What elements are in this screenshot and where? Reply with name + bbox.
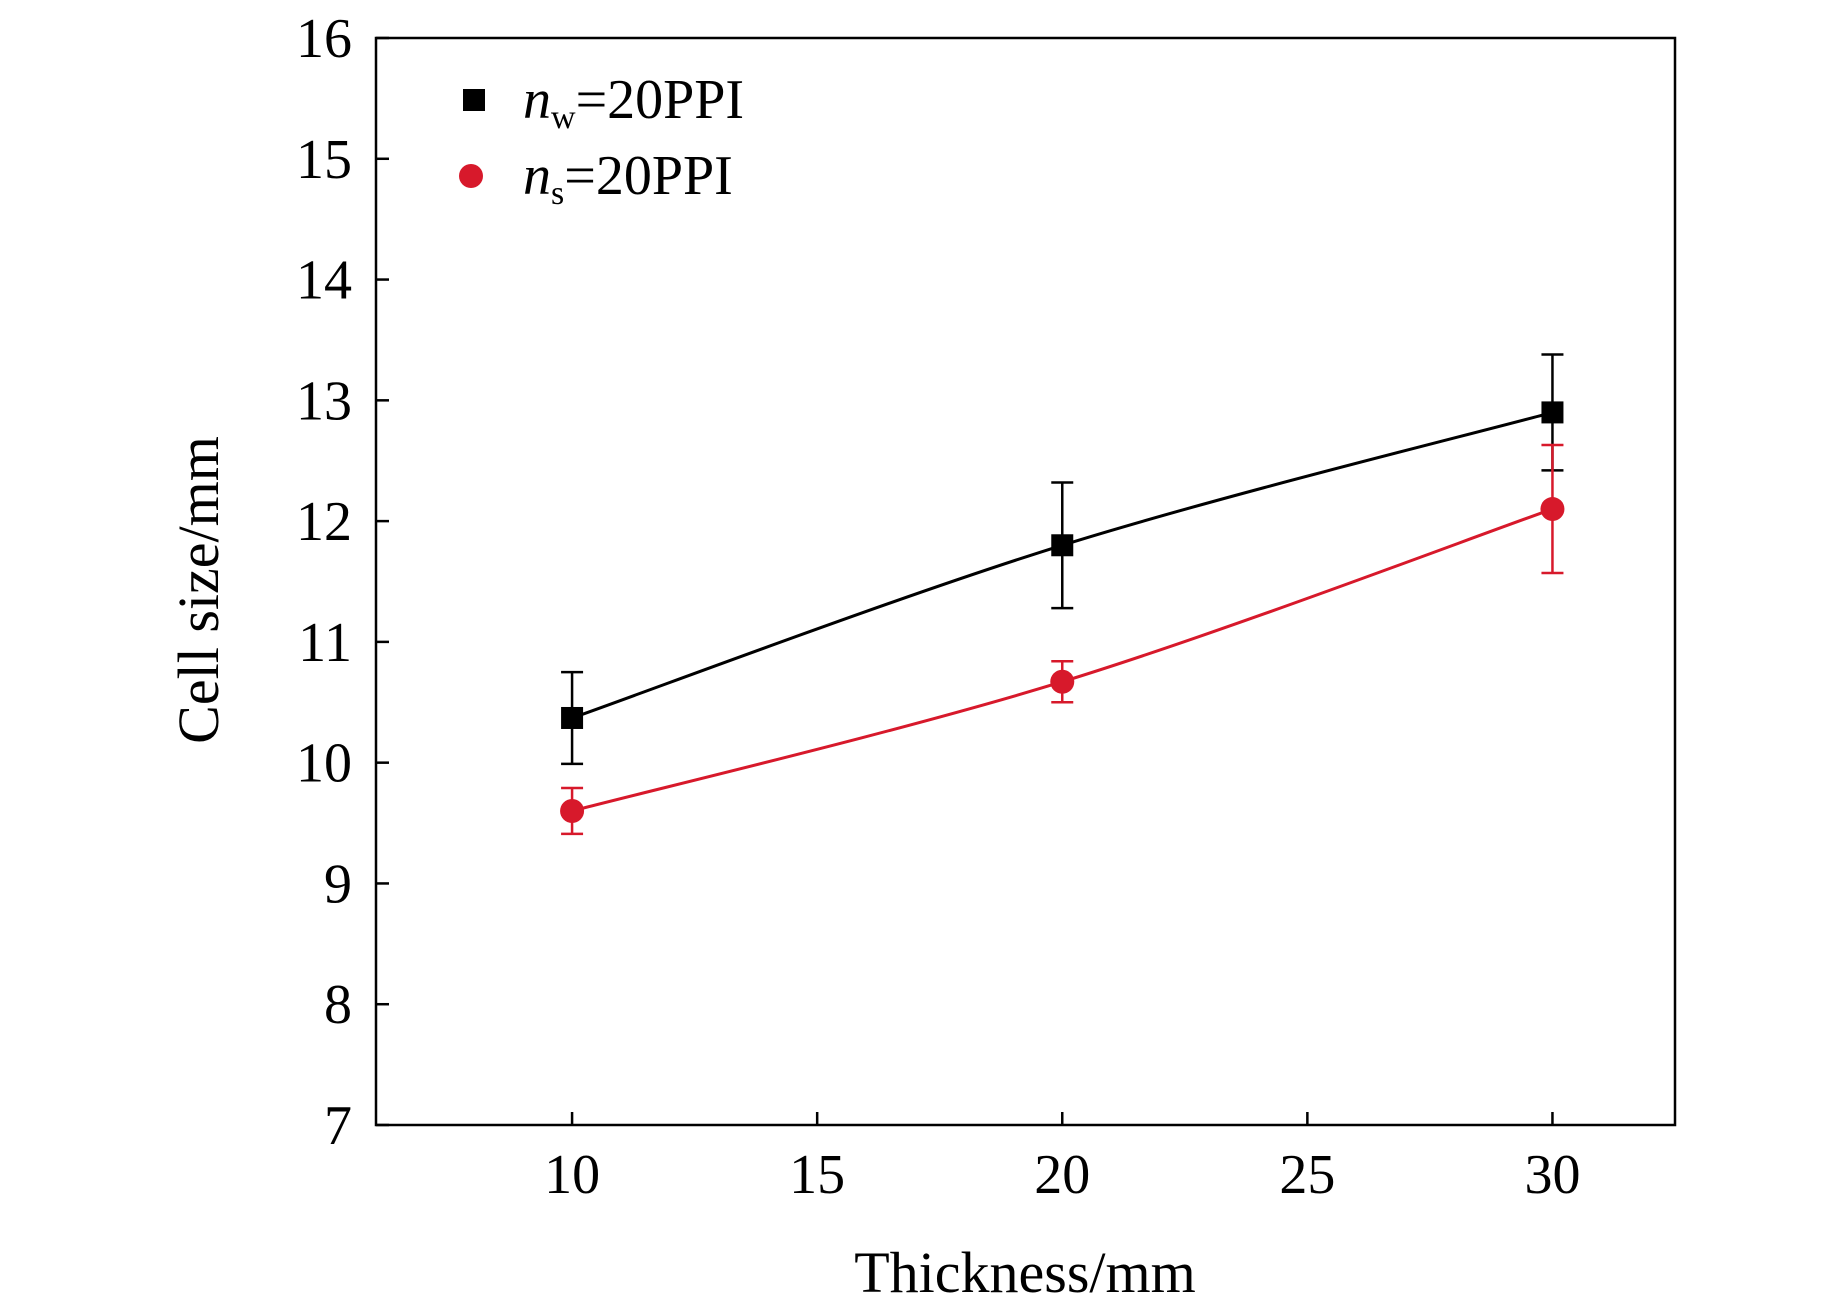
legend-marker — [463, 89, 485, 111]
x-tick-label: 30 — [1524, 1144, 1580, 1206]
x-axis-label: Thickness/mm — [854, 1240, 1196, 1305]
y-tick-label: 10 — [296, 733, 352, 795]
marker — [561, 706, 584, 729]
y-tick-label: 16 — [296, 8, 352, 70]
x-tick-label: 15 — [789, 1144, 845, 1206]
x-tick-label: 10 — [544, 1144, 600, 1206]
y-tick-label: 8 — [324, 974, 352, 1036]
y-tick-label: 15 — [296, 129, 352, 191]
marker — [1050, 669, 1075, 694]
marker — [560, 798, 585, 823]
y-tick-label: 9 — [324, 853, 352, 915]
marker — [1541, 401, 1564, 424]
legend-marker — [459, 164, 483, 188]
y-tick-label: 11 — [298, 612, 352, 674]
legend-label: nw=20PPI — [523, 69, 744, 136]
marker — [1051, 534, 1074, 557]
marker — [1540, 497, 1565, 522]
y-tick-label: 13 — [296, 370, 352, 432]
plot-frame — [374, 36, 1677, 1127]
y-tick-label: 7 — [324, 1095, 352, 1157]
x-tick-label: 20 — [1034, 1144, 1090, 1206]
legend-label: ns=20PPI — [523, 145, 733, 212]
y-tick-label: 12 — [296, 491, 352, 553]
x-tick-label: 25 — [1279, 1144, 1335, 1206]
y-tick-label: 14 — [296, 250, 352, 312]
y-axis-label: Cell size/mm — [166, 436, 231, 744]
